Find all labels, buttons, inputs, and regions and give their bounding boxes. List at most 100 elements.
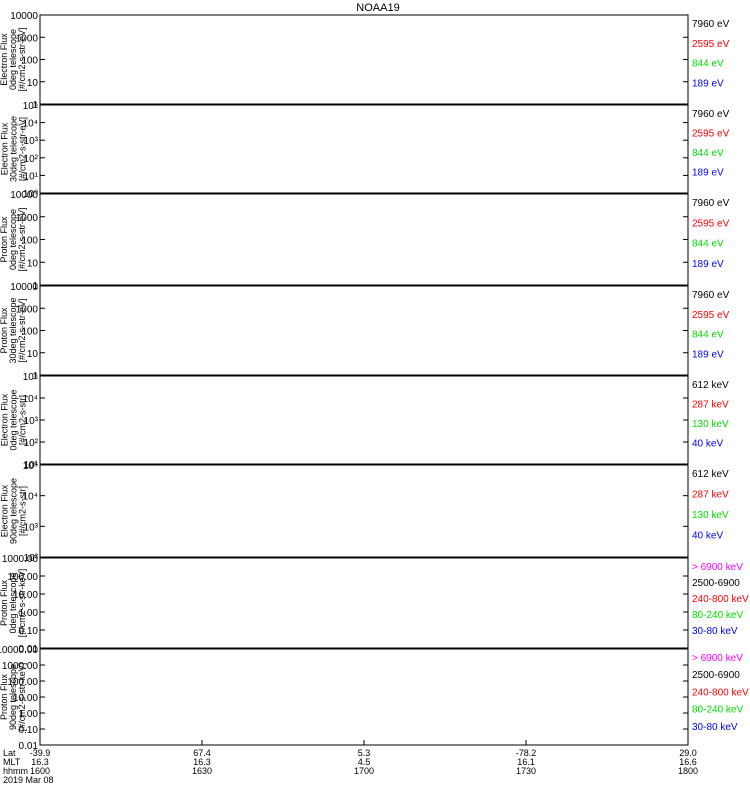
xtick-mlt: 16.1 (517, 757, 535, 767)
ylabel-line: 0deg telescope (8, 29, 18, 90)
ytick-label: 1000 (16, 213, 39, 224)
ytick-label: 10² (24, 553, 39, 564)
ytick-label: 1 (32, 281, 38, 292)
time-row-label: Lat (3, 748, 16, 758)
ylabel-line: [#/cm2-s-str-keV] (17, 569, 27, 638)
ytick-label: 0.01 (19, 741, 39, 752)
ytick-label: 10¹ (24, 171, 39, 182)
legend-entry: 189 eV (692, 259, 724, 270)
legend-entry: 80-240 keV (692, 705, 743, 716)
ytick-label: 10⁵ (23, 101, 38, 112)
ylabel-line: TED (0, 139, 1, 158)
ylabel-line: Proton Flux (0, 673, 9, 720)
legend-entry: 240-800 keV (692, 687, 749, 698)
ylabel-line: Electron Flux (0, 33, 9, 86)
xtick-lat: -78.2 (516, 748, 537, 758)
ylabel-line: Electron Flux (0, 122, 10, 175)
ylabel-line: [#/cm2-s-str-eV] (17, 298, 27, 362)
ytick-label: 10³ (24, 416, 39, 427)
panel-frame (39, 557, 689, 649)
legend-entry: 2595 eV (692, 218, 730, 229)
ytick-label: 100 (21, 56, 38, 67)
ylabel-line: Electron Flux (0, 393, 10, 446)
legend-entry: 80-240 keV (692, 610, 743, 621)
ytick-label: 10⁴ (23, 492, 38, 503)
xtick-mlt: 16.3 (31, 757, 49, 767)
xtick-hhmm: 1730 (516, 766, 536, 776)
panel-2: 10⁰ 10¹ 10² 10³ 10⁴ 10⁵ TEDElectron Flux30deg … (0, 101, 730, 200)
ylabel-line: Electron Flux (0, 484, 10, 537)
legend-entry: 2595 eV (692, 129, 730, 140)
ytick-label: 1.00 (19, 608, 39, 619)
legend-entry: 189 eV (692, 168, 724, 179)
time-row-label: 2019 Mar 08 (3, 775, 54, 785)
time-row-label: MLT (3, 757, 21, 767)
legend-entry: 7960 eV (692, 109, 730, 120)
ylabel-line: Proton Flux (0, 307, 9, 354)
figure-title: NOAA19 (356, 2, 399, 14)
ylabel-line: 0deg telescope (9, 389, 19, 450)
ylabel-line: [#/cm2-s-str-eV] (17, 207, 27, 271)
ylabel-line: 30deg telescope (9, 116, 19, 182)
ytick-label: 1 (32, 371, 38, 382)
ytick-label: 100 (21, 327, 38, 338)
ytick-label: 10⁵ (23, 372, 38, 383)
panel-frame (39, 285, 689, 376)
legend-entry: 287 keV (692, 490, 729, 501)
ylabel-line: Proton Flux (0, 216, 9, 263)
panel-4: 1 10 100 1000 10000 Proton Flux 30deg telescop… (0, 282, 730, 382)
ytick-label: 0.10 (19, 725, 39, 736)
legend-entry: 2595 eV (692, 310, 730, 321)
ylabel-line: Proton Flux (0, 579, 9, 626)
legend-entry: 30-80 keV (692, 722, 738, 733)
legend-entry: 287 keV (692, 400, 729, 411)
legend-entry: 844 eV (692, 148, 724, 159)
ylabel-line: [#/cm2-s-str-keV] (17, 663, 27, 732)
legend-entry: 40 keV (692, 439, 723, 450)
legend-entry: 612 keV (692, 469, 729, 480)
panel-frame (39, 464, 689, 558)
ytick-label: 10000 (10, 282, 38, 293)
ytick-label: 10³ (24, 136, 39, 147)
xtick-mlt: 16.3 (193, 757, 211, 767)
ytick-label: 100.00 (7, 677, 38, 688)
legend-entry: 612 keV (692, 380, 729, 391)
xtick-hhmm: 1700 (354, 766, 374, 776)
legend-entry: 130 keV (692, 510, 729, 521)
ytick-label: 10.00 (13, 590, 38, 601)
ytick-label: 10² (24, 438, 39, 449)
legend-entry: > 6900 keV (692, 653, 743, 664)
ytick-label: 10⁴ (23, 394, 38, 405)
legend-entry: 130 keV (692, 419, 729, 430)
legend-entry: 7960 eV (692, 290, 730, 301)
ytick-label: 10000 (10, 11, 38, 22)
ytick-label: 1000 (16, 304, 39, 315)
ytick-label: 10 (27, 78, 39, 89)
ylabel-line: 0deg telescope (8, 209, 18, 270)
ytick-label: 10 (27, 349, 39, 360)
ylabel-line: [#/cm2-s-str] (18, 486, 28, 536)
xtick-lat: -39.9 (30, 748, 51, 758)
legend-entry: 240-800 keV (692, 594, 749, 605)
panel-7: 0.01 0.10 1.00 10.00 100.00 1000.00 Proton Flu… (0, 554, 749, 655)
ytick-label: 10000.00 (0, 645, 38, 656)
legend-entry: 7960 eV (692, 19, 730, 30)
panel-frame (39, 648, 689, 746)
ytick-label: 100.00 (7, 572, 38, 583)
xtick-lat: 29.0 (679, 748, 697, 758)
ytick-label: 10.00 (13, 693, 38, 704)
ytick-label: 10² (24, 154, 39, 165)
ylabel-line: MEPED (0, 404, 1, 437)
xtick-hhmm: 1630 (192, 766, 212, 776)
ytick-label: 10¹ (24, 460, 39, 471)
time-row-label: hhmm (3, 766, 28, 776)
ytick-label: 1000.00 (2, 661, 39, 672)
legend-entry: 844 eV (692, 239, 724, 250)
legend-entry: 189 eV (692, 349, 724, 360)
ytick-label: 1000.00 (2, 554, 39, 565)
ytick-label: 100 (21, 236, 38, 247)
